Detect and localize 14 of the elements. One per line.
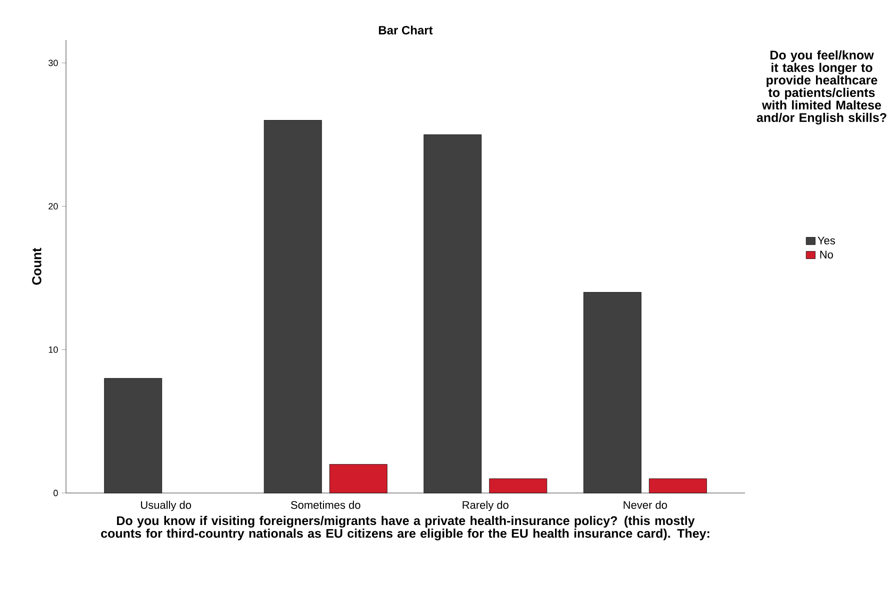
y-tick-label: 20 [48,203,58,210]
y-tick-label: 30 [48,60,58,66]
x-tick-label: Rarely do [462,500,508,512]
legend-label: No [820,250,833,258]
y-tick-label: 0 [54,490,58,496]
x-tick-label: Usually do [141,500,192,512]
x-tick-label: Sometimes do [290,500,360,509]
legend-label: Yes [818,236,835,244]
y-axis-title: Count [32,248,42,285]
y-tick-label: 10 [48,346,58,353]
x-tick-label: Never do [624,500,667,509]
chart-title: Bar Chart [378,26,433,34]
x-axis-title: Do you know if visiting foreigners/migrants have a private health-insurance policy? (this mostly counts for third-country nationals as EU citizens are eligible for the EU health insurance card). They: [101,516,710,540]
legend-title: Do you feel/know it takes longer to provide healthcare to patients/clients with limited Maltese and/or English skills? [756,50,886,125]
